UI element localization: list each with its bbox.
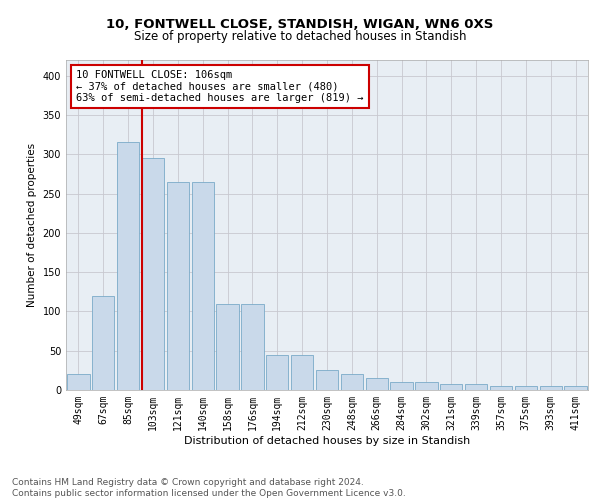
- Bar: [440, 384, 463, 390]
- Bar: [490, 386, 512, 390]
- Bar: [539, 386, 562, 390]
- Bar: [341, 374, 363, 390]
- Bar: [191, 182, 214, 390]
- Bar: [365, 378, 388, 390]
- Bar: [415, 382, 437, 390]
- Bar: [465, 384, 487, 390]
- Y-axis label: Number of detached properties: Number of detached properties: [27, 143, 37, 307]
- X-axis label: Distribution of detached houses by size in Standish: Distribution of detached houses by size …: [184, 436, 470, 446]
- Text: Contains HM Land Registry data © Crown copyright and database right 2024.
Contai: Contains HM Land Registry data © Crown c…: [12, 478, 406, 498]
- Bar: [515, 386, 537, 390]
- Text: 10, FONTWELL CLOSE, STANDISH, WIGAN, WN6 0XS: 10, FONTWELL CLOSE, STANDISH, WIGAN, WN6…: [106, 18, 494, 30]
- Bar: [241, 304, 263, 390]
- Bar: [266, 354, 289, 390]
- Bar: [391, 382, 413, 390]
- Bar: [217, 304, 239, 390]
- Bar: [92, 296, 115, 390]
- Bar: [67, 374, 89, 390]
- Bar: [167, 182, 189, 390]
- Bar: [316, 370, 338, 390]
- Bar: [291, 354, 313, 390]
- Text: Size of property relative to detached houses in Standish: Size of property relative to detached ho…: [134, 30, 466, 43]
- Text: 10 FONTWELL CLOSE: 106sqm
← 37% of detached houses are smaller (480)
63% of semi: 10 FONTWELL CLOSE: 106sqm ← 37% of detac…: [76, 70, 364, 103]
- Bar: [117, 142, 139, 390]
- Bar: [565, 386, 587, 390]
- Bar: [142, 158, 164, 390]
